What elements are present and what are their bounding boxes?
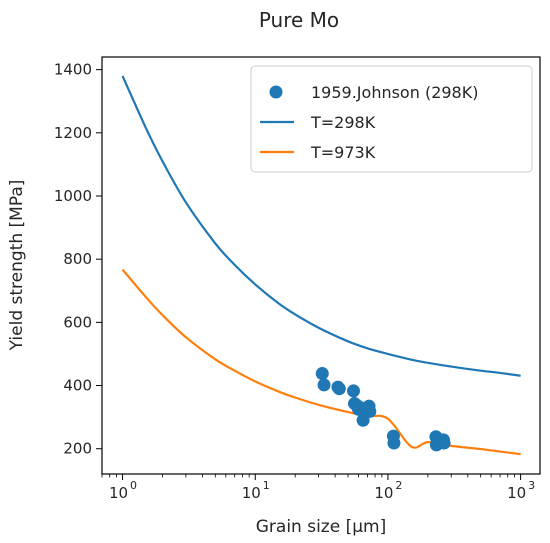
legend-marker-johnson xyxy=(269,85,283,99)
x-tick-exponent: 2 xyxy=(395,479,402,492)
data-point xyxy=(437,436,451,450)
legend-label-johnson: 1959.Johnson (298K) xyxy=(311,83,478,102)
legend-box xyxy=(250,65,533,173)
legend-label-973k: T=973K xyxy=(310,143,376,162)
y-tick-label: 1200 xyxy=(54,124,92,142)
x-tick-label: 10 xyxy=(507,484,526,502)
plot-points xyxy=(315,367,451,452)
x-tick-label: 10 xyxy=(109,484,128,502)
x-tick-exponent: 3 xyxy=(528,479,535,492)
plot-lines xyxy=(121,75,521,456)
data-point xyxy=(317,378,331,392)
y-tick-label: 200 xyxy=(63,440,92,458)
series-line-1 xyxy=(121,75,521,377)
y-axis-label: Yield strength [MPa] xyxy=(7,180,27,352)
data-point xyxy=(332,382,346,396)
plot-frame xyxy=(101,56,541,475)
y-tick-label: 400 xyxy=(63,377,92,395)
series-line-2 xyxy=(121,268,521,456)
y-tick-label: 800 xyxy=(63,250,92,268)
legend: 1959.Johnson (298K) T=298K T=973K xyxy=(250,65,533,173)
y-tick-label: 600 xyxy=(63,313,92,331)
data-point xyxy=(363,404,377,418)
legend-label-298k: T=298K xyxy=(310,113,376,132)
y-tick-label: 1000 xyxy=(54,187,92,205)
y-tick-label: 1400 xyxy=(54,61,92,79)
data-point xyxy=(387,436,401,450)
data-point xyxy=(315,367,329,381)
y-tick-labels: 200 400 600 800 1000 1200 1400 xyxy=(54,61,92,458)
x-tick-exponent: 1 xyxy=(263,479,270,492)
x-tick-label: 10 xyxy=(374,484,393,502)
data-point xyxy=(346,384,360,398)
x-axis-label: Grain size [μm] xyxy=(256,517,387,537)
x-tick-exponent: 0 xyxy=(130,479,137,492)
x-tick-labels: 10 0 10 1 10 2 10 3 xyxy=(109,479,535,502)
x-tick-label: 10 xyxy=(242,484,261,502)
chart-title: Pure Mo xyxy=(259,8,339,32)
